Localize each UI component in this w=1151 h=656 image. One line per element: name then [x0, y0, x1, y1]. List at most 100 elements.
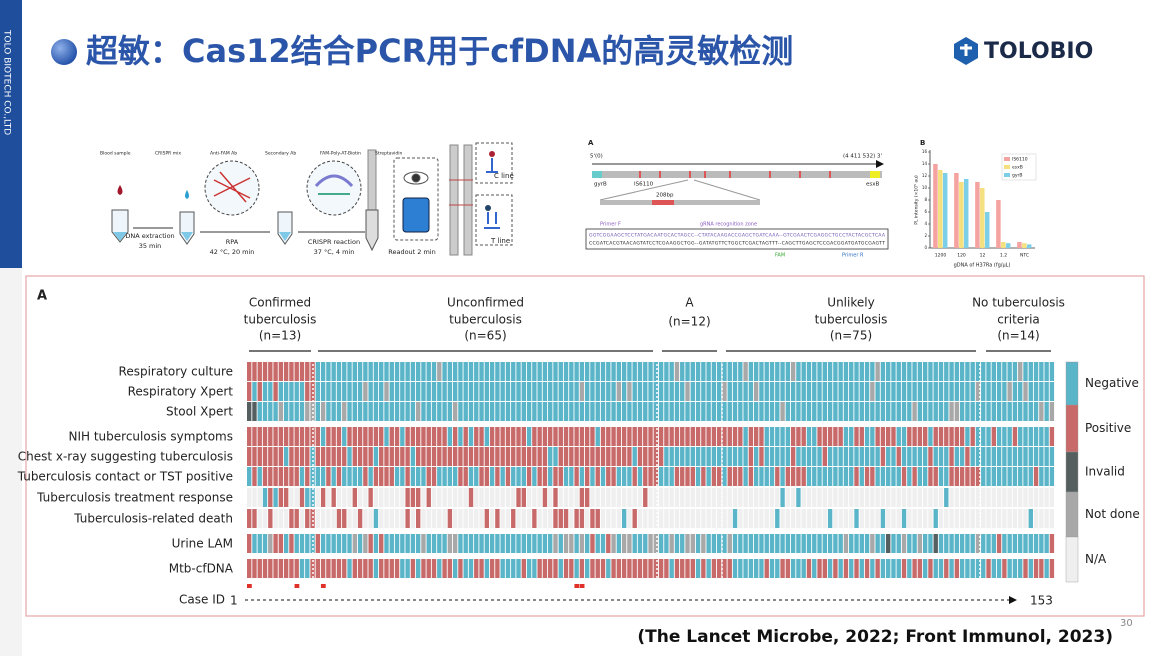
heatmap-cell: [1044, 447, 1049, 466]
heatmap-cell: [283, 509, 289, 528]
heatmap-cell: [996, 382, 1002, 401]
heatmap-cell: [680, 509, 685, 528]
heatmap-cell: [944, 509, 949, 528]
strip-label: C line: [494, 172, 514, 180]
heatmap-cell: [790, 534, 796, 553]
row-label: Respiratory Xpert: [128, 385, 234, 399]
heatmap-cell: [991, 402, 997, 421]
heatmap-cell: [1033, 534, 1039, 553]
title-bullet: [51, 39, 77, 65]
heatmap-cell: [849, 427, 854, 446]
group-label: Unlikely: [827, 296, 874, 310]
heatmap-cell: [262, 488, 268, 507]
primer-f: Primer F: [600, 222, 621, 228]
heatmap-cell: [680, 382, 685, 401]
heatmap-cell: [648, 402, 653, 421]
heatmap-cell: [674, 559, 680, 578]
heatmap-cell: [827, 402, 833, 421]
heatmap-cell: [764, 509, 769, 528]
heatmap-cell: [521, 382, 526, 401]
heatmap-cell: [320, 509, 326, 528]
heatmap-cell: [1007, 447, 1012, 466]
heatmap-cell: [806, 467, 812, 486]
heatmap-cell: [1023, 509, 1028, 528]
heatmap-cell: [632, 382, 637, 401]
heatmap-cell: [548, 362, 553, 381]
row-label: Mtb-cfDNA: [169, 562, 234, 576]
heatmap-cell: [268, 382, 273, 401]
heatmap-cell: [753, 488, 759, 507]
step-detail: 37 °C, 4 min: [314, 248, 355, 256]
heatmap-cell: [452, 467, 458, 486]
heatmap-cell: [553, 534, 558, 553]
heatmap-cell: [405, 402, 410, 421]
heatmap-cell: [606, 488, 611, 507]
heatmap-cell: [273, 534, 278, 553]
heatmap-cell: [922, 559, 928, 578]
heatmap-cell: [616, 362, 622, 381]
heatmap-cell: [901, 362, 907, 381]
row-label: Tuberculosis-related death: [73, 512, 233, 526]
heatmap-cell: [812, 382, 817, 401]
heatmap-cell: [621, 362, 627, 381]
heatmap-cell: [928, 467, 933, 486]
heatmap-cell: [717, 488, 722, 507]
heatmap-cell: [437, 488, 442, 507]
heatmap-cell: [827, 509, 833, 528]
heatmap-cell: [468, 509, 474, 528]
heatmap-cell: [289, 509, 294, 528]
heatmap-cell: [738, 427, 743, 446]
heatmap-cell: [410, 382, 416, 401]
heatmap-cell: [753, 447, 759, 466]
heatmap-cell: [753, 362, 759, 381]
heatmap-cell: [690, 402, 695, 421]
heatmap-cell: [917, 362, 923, 381]
heatmap-cell: [273, 447, 278, 466]
heatmap-cell: [785, 427, 791, 446]
heatmap-cell: [870, 362, 875, 381]
heatmap-cell: [331, 467, 336, 486]
heatmap-cell: [648, 382, 653, 401]
heatmap-cell: [1023, 362, 1028, 381]
heatmap-cell: [849, 382, 854, 401]
heatmap-cell: [331, 509, 336, 528]
heatmap-cell: [764, 559, 769, 578]
heatmap-cell: [368, 427, 373, 446]
group-n: (n=75): [830, 329, 872, 343]
heatmap-cell: [595, 509, 600, 528]
heatmap-cell: [764, 488, 769, 507]
heatmap-cell: [474, 488, 479, 507]
heatmap-cell: [938, 467, 944, 486]
heatmap-cell: [526, 427, 532, 446]
heatmap-cell: [695, 534, 701, 553]
heatmap-cell: [944, 488, 949, 507]
heatmap-cell: [405, 467, 410, 486]
heatmap-cell: [384, 447, 389, 466]
heatmap-cell: [1018, 488, 1023, 507]
heatmap-cell: [611, 467, 616, 486]
heatmap-cell: [532, 402, 537, 421]
heatmap-cell: [400, 382, 405, 401]
heatmap-cell: [822, 382, 828, 401]
heatmap-cell: [959, 534, 965, 553]
heatmap-cell: [970, 382, 975, 401]
heatmap-cell: [421, 534, 426, 553]
heatmap-cell: [532, 534, 537, 553]
title: 超敏：Cas12结合PCR用于cfDNA的高灵敏检测: [86, 32, 793, 70]
heatmap-cell: [463, 402, 468, 421]
heatmap-cell: [379, 402, 384, 421]
heatmap-cell: [970, 534, 975, 553]
heatmap-cell: [600, 467, 606, 486]
heatmap-cell: [870, 488, 875, 507]
heatmap-cell: [822, 509, 828, 528]
heatmap-cell: [600, 447, 606, 466]
bar: [980, 188, 985, 248]
legend-swatch: [1004, 165, 1010, 169]
heatmap-cell: [886, 509, 891, 528]
heatmap-cell: [363, 488, 368, 507]
heatmap-cell: [769, 402, 775, 421]
heatmap-cell: [363, 559, 368, 578]
heatmap-cell: [247, 534, 252, 553]
heatmap-cell: [590, 362, 595, 381]
x-tick-label: 12: [980, 253, 986, 259]
